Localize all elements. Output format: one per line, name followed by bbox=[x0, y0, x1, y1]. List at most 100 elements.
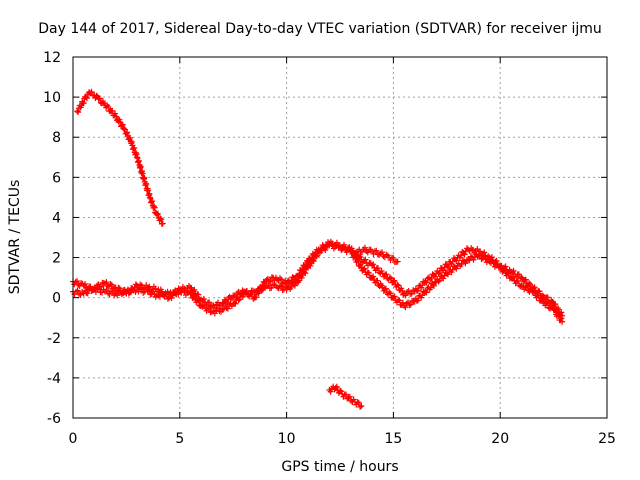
data-point bbox=[481, 249, 488, 256]
data-point bbox=[341, 241, 348, 248]
data-point bbox=[531, 284, 538, 291]
y-axis-label: SDTVAR / TECUs bbox=[7, 180, 23, 295]
data-point bbox=[105, 104, 112, 111]
data-point bbox=[422, 288, 429, 295]
data-point bbox=[288, 278, 295, 285]
x-tick-label: 15 bbox=[384, 431, 402, 447]
data-point bbox=[395, 296, 402, 303]
data-point bbox=[435, 278, 442, 285]
data-point bbox=[311, 253, 318, 260]
data-point bbox=[391, 277, 398, 284]
data-point bbox=[119, 121, 126, 128]
data-point bbox=[440, 267, 447, 274]
data-point bbox=[379, 249, 386, 256]
data-point bbox=[526, 280, 533, 287]
y-tick-label: -4 bbox=[47, 371, 61, 387]
data-point bbox=[423, 279, 430, 286]
data-point bbox=[110, 285, 117, 292]
data-point bbox=[298, 268, 305, 275]
x-tick-label: 20 bbox=[491, 431, 509, 447]
data-point bbox=[98, 283, 105, 290]
data-point bbox=[396, 297, 403, 304]
data-point bbox=[329, 240, 336, 247]
data-point bbox=[428, 275, 435, 282]
data-point bbox=[103, 279, 110, 286]
data-point bbox=[288, 284, 295, 291]
data-point bbox=[440, 275, 447, 282]
data-point bbox=[235, 297, 242, 304]
data-point bbox=[559, 312, 566, 319]
data-point bbox=[80, 100, 87, 107]
grid-lines bbox=[73, 57, 607, 418]
data-point bbox=[435, 270, 442, 277]
data-point bbox=[482, 252, 489, 259]
data-point bbox=[302, 270, 309, 277]
data-point bbox=[382, 285, 389, 292]
data-point bbox=[88, 287, 95, 294]
data-point bbox=[154, 210, 161, 217]
data-point bbox=[130, 287, 137, 294]
data-point bbox=[276, 275, 283, 282]
data-point bbox=[544, 294, 551, 301]
data-point bbox=[307, 262, 314, 269]
y-tick-label: 6 bbox=[52, 170, 61, 186]
data-point bbox=[374, 265, 381, 272]
data-point bbox=[327, 388, 334, 395]
data-point bbox=[224, 305, 231, 312]
data-point bbox=[358, 402, 365, 409]
data-point bbox=[191, 286, 198, 293]
data-point bbox=[492, 258, 499, 265]
data-point bbox=[515, 271, 522, 278]
data-point bbox=[108, 281, 115, 288]
data-point bbox=[158, 216, 165, 223]
data-point bbox=[298, 274, 305, 281]
data-point bbox=[465, 256, 472, 263]
data-points bbox=[70, 88, 566, 410]
data-point bbox=[310, 258, 317, 265]
data-point bbox=[365, 269, 372, 276]
data-point bbox=[291, 276, 298, 283]
data-point bbox=[231, 300, 238, 307]
data-point bbox=[75, 109, 82, 116]
data-point bbox=[243, 288, 250, 295]
data-point bbox=[414, 297, 421, 304]
data-point bbox=[518, 282, 525, 289]
data-point bbox=[408, 290, 415, 297]
y-tick-label: -6 bbox=[47, 411, 61, 427]
y-tick-label: 12 bbox=[43, 50, 61, 66]
data-point bbox=[361, 265, 368, 272]
data-point bbox=[558, 309, 565, 316]
data-point bbox=[337, 387, 343, 394]
data-point bbox=[346, 393, 353, 400]
data-point bbox=[92, 286, 99, 293]
data-point bbox=[355, 399, 362, 406]
data-point bbox=[356, 253, 363, 260]
data-point bbox=[432, 279, 439, 286]
data-point bbox=[502, 263, 509, 270]
data-point bbox=[443, 262, 450, 269]
data-point bbox=[469, 246, 476, 253]
data-point bbox=[431, 273, 438, 280]
data-point bbox=[333, 383, 340, 390]
data-point bbox=[414, 287, 421, 294]
data-point bbox=[198, 296, 205, 303]
data-point bbox=[315, 246, 322, 253]
data-point bbox=[159, 220, 166, 227]
data-point bbox=[436, 277, 443, 284]
data-point bbox=[77, 291, 84, 298]
data-point bbox=[474, 253, 481, 260]
data-point bbox=[219, 306, 226, 313]
data-point bbox=[413, 287, 420, 294]
data-point bbox=[247, 290, 254, 297]
data-point bbox=[234, 290, 241, 297]
data-point bbox=[195, 291, 202, 298]
data-point bbox=[337, 242, 343, 249]
data-point bbox=[348, 245, 355, 252]
data-point bbox=[95, 96, 102, 103]
data-point bbox=[430, 282, 437, 289]
axis-ticks: 0 5 10 15 20 25 -6 -4 -2 0 2 4 6 8 10 12 bbox=[43, 50, 616, 447]
data-point bbox=[402, 292, 409, 299]
data-point bbox=[453, 265, 460, 272]
x-axis-label: GPS time / hours bbox=[281, 459, 398, 475]
